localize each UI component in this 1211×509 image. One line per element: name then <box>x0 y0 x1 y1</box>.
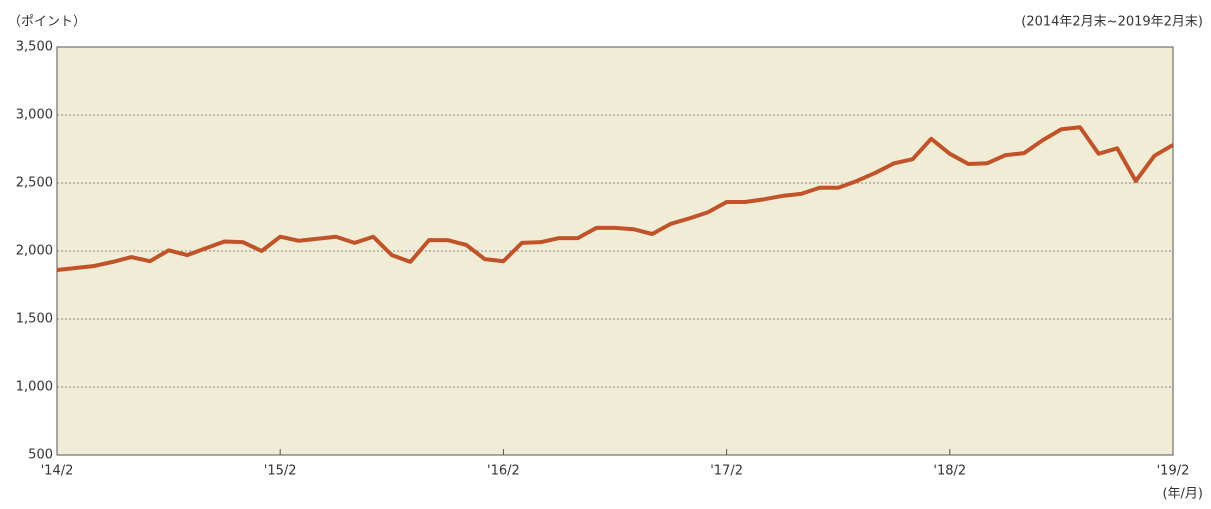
plot-border <box>56 46 1174 456</box>
x-tick-label: '15/2 <box>264 464 297 479</box>
x-unit: (年/月) <box>1162 487 1203 502</box>
x-tick-label: '19/2 <box>1157 464 1190 479</box>
data-line <box>56 125 1175 273</box>
y-tick-label: 1,500 <box>16 312 53 327</box>
y-tick-label: 3,500 <box>16 40 53 55</box>
y-tick-label: 3,000 <box>16 108 53 123</box>
x-tick-label: '16/2 <box>487 464 520 479</box>
y-unit: （ポイント） <box>8 15 86 30</box>
x-tick-label: '17/2 <box>710 464 743 479</box>
y-tick-label: 2,500 <box>16 176 53 191</box>
subtitle: (2014年2月末~2019年2月末) <box>1021 15 1203 30</box>
y-tick-label: 500 <box>28 448 53 463</box>
y-tick-label: 1,000 <box>16 380 53 395</box>
y-tick-label: 2,000 <box>16 244 53 259</box>
x-tick-label: '14/2 <box>41 464 74 479</box>
x-tick-label: '18/2 <box>933 464 966 479</box>
